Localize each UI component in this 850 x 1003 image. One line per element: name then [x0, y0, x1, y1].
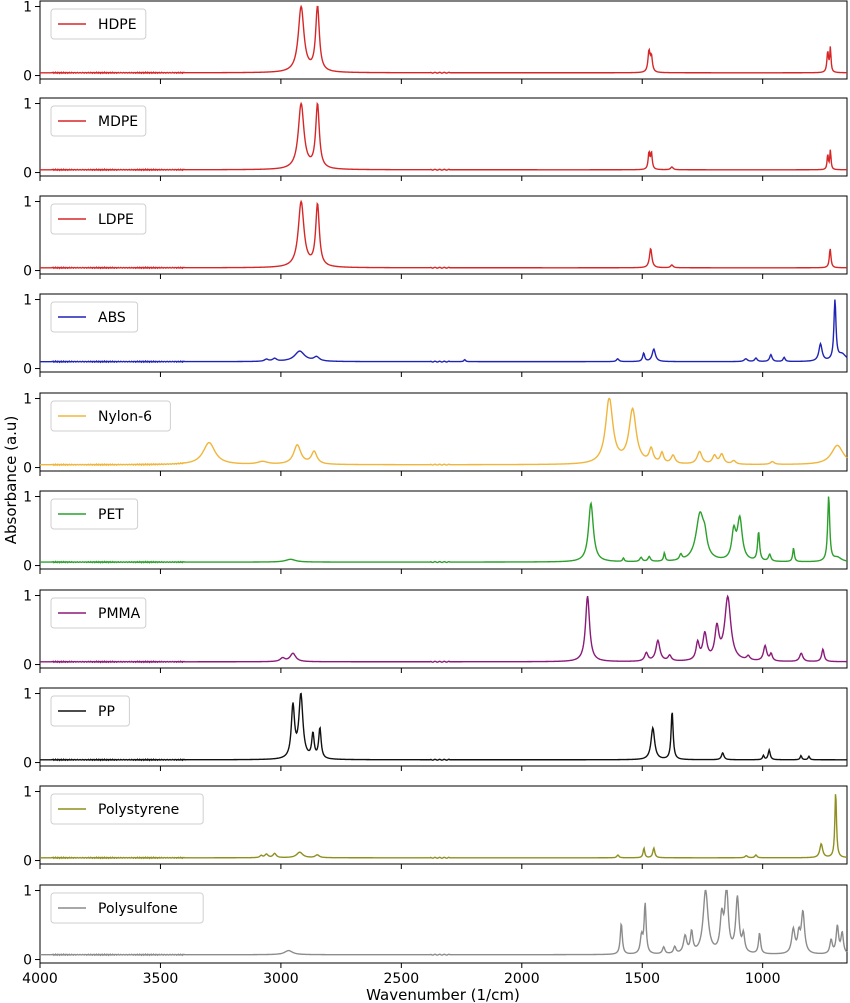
panel-frame: [39, 392, 848, 472]
y-tick-label: 1: [23, 0, 32, 16]
panel-ldpe: 0 1 LDPE: [23, 195, 848, 280]
legend-box: [50, 301, 139, 333]
panel-mdpe: 0 1 MDPE: [23, 97, 848, 182]
legend: HDPE: [50, 8, 147, 40]
y-tick-label: 1: [23, 687, 32, 703]
y-tick-label: 1: [23, 97, 32, 113]
panel-pet: 0 1 PET: [23, 490, 848, 575]
legend: Nylon-6: [50, 400, 171, 432]
panel-frame: [39, 0, 848, 80]
series-line: [40, 889, 848, 957]
y-tick-label: 1: [23, 589, 32, 605]
panels: 0 1 HDPE 0 1 MDPE 0 1 LDPE 0 1 ABS 0 1 Nylon-6 0 1 PET 0 1 P…: [22, 0, 848, 987]
panel-hdpe: 0 1 HDPE: [23, 0, 848, 85]
series-line: [40, 4, 848, 75]
x-tick-label: 4000: [22, 971, 58, 987]
legend: LDPE: [50, 203, 147, 235]
series-line: [40, 594, 848, 664]
legend: Polystyrene: [50, 793, 204, 825]
legend-box: [50, 400, 171, 432]
y-tick-label: 0: [23, 69, 32, 85]
y-tick-label: 0: [23, 559, 32, 575]
y-tick-label: 0: [23, 166, 32, 182]
series-line: [40, 199, 847, 270]
y-tick-label: 1: [23, 293, 32, 309]
legend-box: [50, 793, 204, 825]
y-tick-label: 0: [23, 854, 32, 870]
legend: PMMA: [50, 597, 147, 629]
legend-label: ABS: [98, 310, 126, 326]
legend-label: PET: [98, 507, 124, 523]
legend: MDPE: [50, 105, 147, 137]
y-tick-label: 1: [23, 392, 32, 408]
y-tick-label: 0: [23, 264, 32, 280]
x-tick-label: 3000: [263, 971, 299, 987]
x-tick-label: 1500: [624, 971, 660, 987]
series-line: [40, 397, 848, 467]
legend-label: Nylon-6: [98, 409, 152, 425]
x-tick-label: 3500: [143, 971, 179, 987]
panel-frame: [39, 589, 848, 669]
panel-frame: [39, 490, 848, 570]
legend-label: LDPE: [98, 212, 134, 228]
legend-label: PMMA: [98, 606, 141, 622]
legend-box: [50, 892, 204, 924]
legend-box: [50, 105, 147, 137]
y-tick-label: 1: [23, 490, 32, 506]
panel-frame: [39, 687, 848, 767]
panel-frame: [39, 195, 848, 275]
panel-frame: [39, 785, 848, 865]
y-tick-label: 1: [23, 884, 32, 900]
panel-pp: 0 1 PP: [23, 687, 848, 772]
y-tick-label: 0: [23, 756, 32, 772]
panel-nylon-6: 0 1 Nylon-6: [23, 392, 848, 477]
panel-frame: [39, 97, 848, 177]
series-line: [40, 794, 848, 860]
panel-frame: [39, 293, 848, 373]
series-line: [40, 299, 848, 364]
legend-box: [50, 203, 147, 235]
legend-box: [50, 498, 139, 530]
panel-polystyrene: 0 1 Polystyrene: [23, 785, 848, 870]
legend: PET: [50, 498, 139, 530]
x-tick-label: 2500: [384, 971, 420, 987]
series-line: [40, 101, 848, 172]
legend-label: HDPE: [98, 17, 137, 33]
series-line: [40, 496, 848, 564]
series-line: [40, 692, 847, 762]
legend-label: Polystyrene: [98, 802, 179, 818]
legend: PP: [50, 695, 130, 727]
legend-box: [50, 695, 130, 727]
legend-box: [50, 597, 147, 629]
legend-label: PP: [98, 704, 115, 720]
y-tick-label: 1: [23, 195, 32, 211]
legend-box: [50, 8, 147, 40]
panel-pmma: 0 1 PMMA: [23, 589, 848, 674]
y-tick-label: 0: [23, 461, 32, 477]
panel-abs: 0 1 ABS: [23, 293, 848, 378]
legend: ABS: [50, 301, 139, 333]
y-tick-label: 0: [23, 658, 32, 674]
panel-frame: [39, 884, 848, 964]
x-tick-label: 2000: [504, 971, 540, 987]
y-tick-label: 1: [23, 785, 32, 801]
y-tick-label: 0: [23, 953, 32, 969]
panel-polysulfone: 0 1 4000 3500 3000 2500 2000 1500 1000 Polysulfon…: [22, 884, 848, 987]
legend-label: MDPE: [98, 114, 138, 130]
y-tick-label: 0: [23, 362, 32, 378]
legend-label: Polysulfone: [98, 901, 178, 917]
y-axis-title: Absorbance (a.u): [2, 416, 20, 545]
x-axis-title: Wavenumber (1/cm): [366, 986, 520, 1003]
x-tick-label: 1000: [745, 971, 781, 987]
legend: Polysulfone: [50, 892, 204, 924]
